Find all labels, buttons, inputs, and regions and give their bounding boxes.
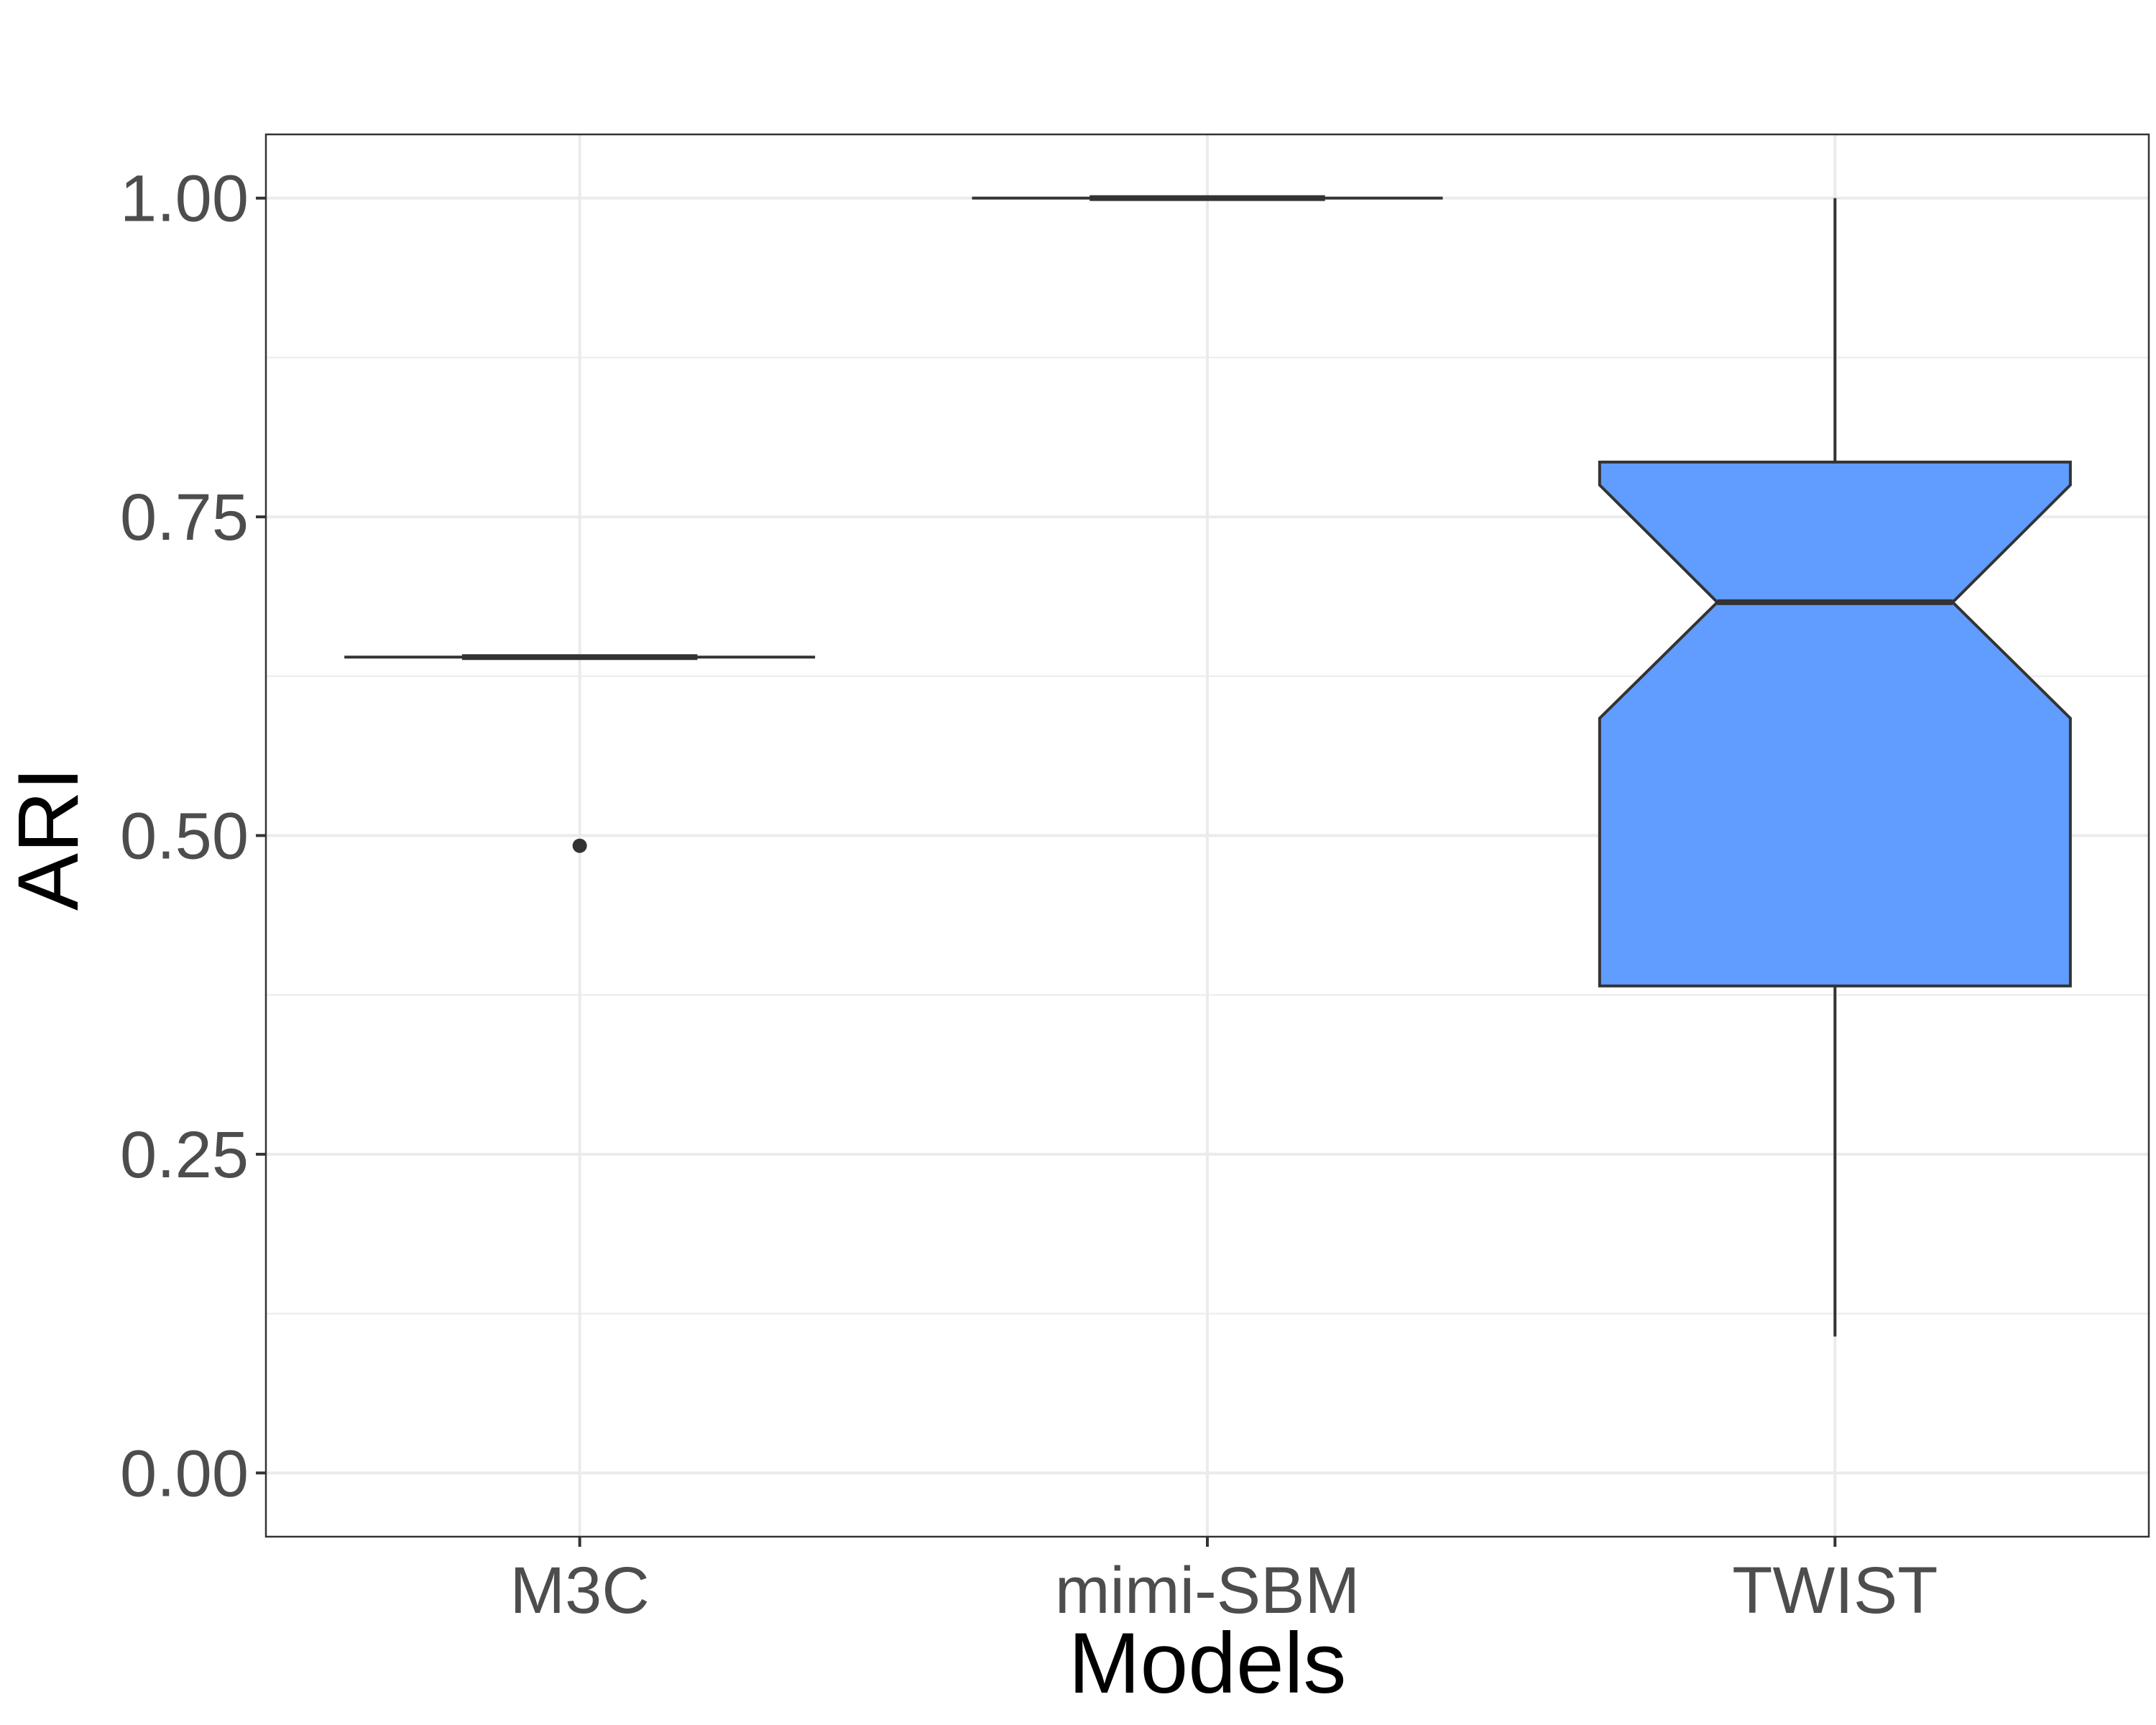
box-series (344, 195, 2072, 1337)
x-tick-label: mimi-SBM (1055, 1554, 1360, 1627)
y-tick-label: 0.25 (120, 1118, 249, 1192)
y-axis-title: ARI (0, 767, 96, 911)
box-twist (1598, 198, 2072, 1337)
x-tick-label: M3C (510, 1554, 650, 1627)
y-tick-label: 0.50 (120, 800, 249, 873)
x-axis-title: Models (1069, 1615, 1347, 1711)
outlier-point (572, 838, 587, 853)
x-tick-label: TWIST (1732, 1554, 1938, 1627)
y-axis: 0.00 0.25 0.50 0.75 1.00 (120, 162, 266, 1510)
box-m3c (344, 654, 816, 853)
y-tick-label: 1.00 (120, 162, 249, 236)
x-axis: M3C mimi-SBM TWIST (510, 1537, 1938, 1627)
y-tick-label: 0.75 (120, 481, 249, 554)
y-tick-label: 0.00 (120, 1437, 249, 1510)
grid-lines (266, 134, 2149, 1537)
box-body (1598, 460, 2072, 988)
